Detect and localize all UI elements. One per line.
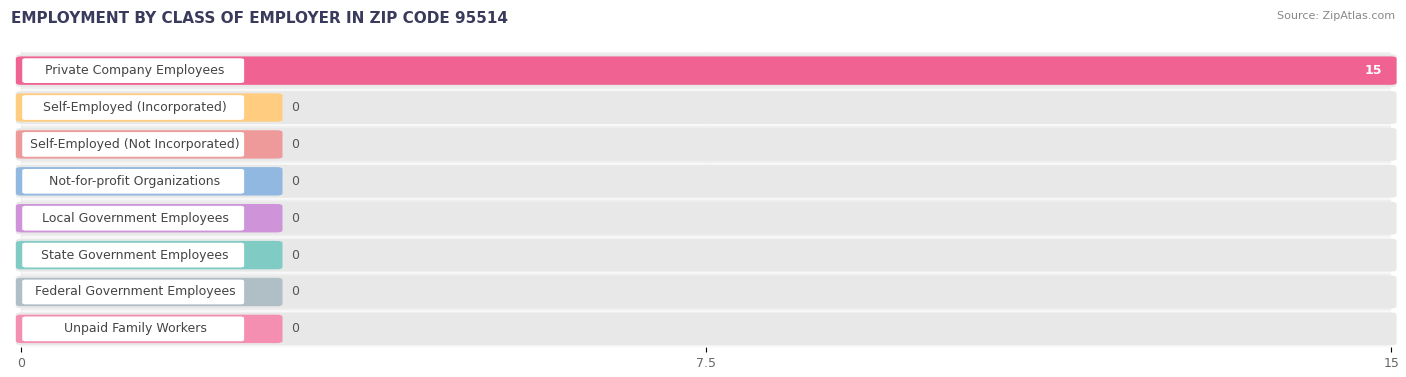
FancyBboxPatch shape — [15, 165, 1396, 198]
FancyBboxPatch shape — [21, 274, 1391, 310]
FancyBboxPatch shape — [15, 278, 283, 306]
FancyBboxPatch shape — [21, 237, 1391, 274]
Text: 0: 0 — [291, 175, 298, 188]
Text: Local Government Employees: Local Government Employees — [42, 212, 228, 225]
FancyBboxPatch shape — [21, 163, 1391, 200]
Text: EMPLOYMENT BY CLASS OF EMPLOYER IN ZIP CODE 95514: EMPLOYMENT BY CLASS OF EMPLOYER IN ZIP C… — [11, 11, 508, 26]
Text: 0: 0 — [291, 248, 298, 262]
FancyBboxPatch shape — [15, 239, 1396, 271]
FancyBboxPatch shape — [21, 126, 1391, 163]
Text: 0: 0 — [291, 212, 298, 225]
Text: Private Company Employees: Private Company Employees — [45, 64, 225, 77]
Text: Source: ZipAtlas.com: Source: ZipAtlas.com — [1277, 11, 1395, 21]
Text: 0: 0 — [291, 138, 298, 151]
FancyBboxPatch shape — [21, 200, 1391, 237]
FancyBboxPatch shape — [21, 89, 1391, 126]
FancyBboxPatch shape — [15, 313, 1396, 345]
FancyBboxPatch shape — [15, 202, 1396, 234]
FancyBboxPatch shape — [22, 95, 245, 120]
FancyBboxPatch shape — [22, 169, 245, 194]
FancyBboxPatch shape — [22, 206, 245, 231]
FancyBboxPatch shape — [22, 317, 245, 341]
Text: State Government Employees: State Government Employees — [41, 248, 229, 262]
Text: 0: 0 — [291, 322, 298, 336]
FancyBboxPatch shape — [15, 130, 283, 159]
Text: Federal Government Employees: Federal Government Employees — [35, 285, 235, 299]
Text: 0: 0 — [291, 101, 298, 114]
FancyBboxPatch shape — [15, 128, 1396, 161]
FancyBboxPatch shape — [15, 241, 283, 269]
Text: 0: 0 — [291, 285, 298, 299]
Text: Unpaid Family Workers: Unpaid Family Workers — [63, 322, 207, 336]
FancyBboxPatch shape — [21, 52, 1391, 89]
FancyBboxPatch shape — [22, 243, 245, 267]
FancyBboxPatch shape — [22, 132, 245, 157]
FancyBboxPatch shape — [15, 204, 283, 232]
FancyBboxPatch shape — [15, 276, 1396, 308]
Text: Not-for-profit Organizations: Not-for-profit Organizations — [49, 175, 221, 188]
Text: Self-Employed (Not Incorporated): Self-Employed (Not Incorporated) — [30, 138, 240, 151]
Text: 15: 15 — [1364, 64, 1382, 77]
FancyBboxPatch shape — [15, 91, 1396, 124]
Text: Self-Employed (Incorporated): Self-Employed (Incorporated) — [44, 101, 226, 114]
FancyBboxPatch shape — [15, 315, 283, 343]
FancyBboxPatch shape — [15, 54, 1396, 87]
FancyBboxPatch shape — [15, 167, 283, 196]
FancyBboxPatch shape — [21, 310, 1391, 347]
FancyBboxPatch shape — [22, 58, 245, 83]
FancyBboxPatch shape — [22, 280, 245, 304]
FancyBboxPatch shape — [15, 57, 1396, 85]
FancyBboxPatch shape — [15, 93, 283, 122]
